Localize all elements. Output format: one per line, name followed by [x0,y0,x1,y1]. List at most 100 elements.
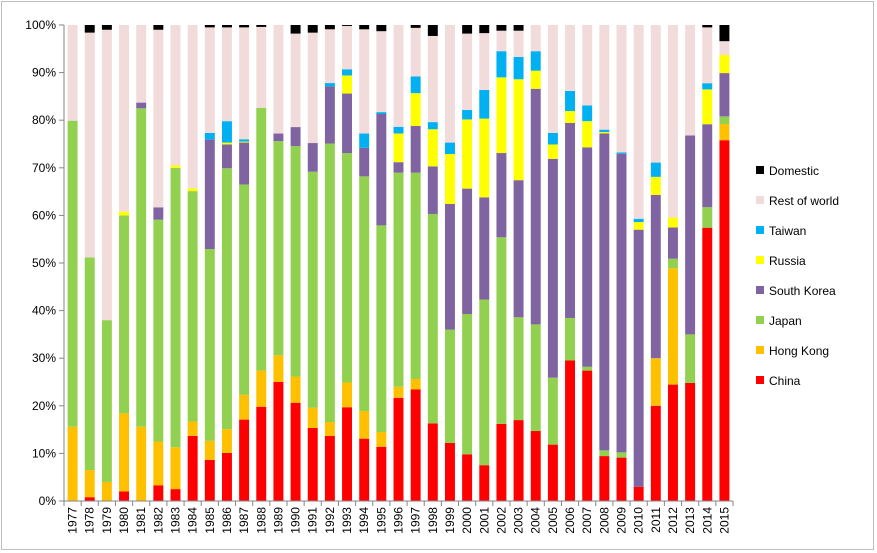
legend-swatch-russia [756,256,764,264]
bar-segment-japan-2005 [547,377,558,445]
bar-segment-china-2004 [530,431,541,501]
bar-segment-hong-kong-1994 [359,411,370,439]
bar-segment-taiwan-2003 [513,56,524,80]
bar-segment-taiwan-2008 [599,129,610,133]
bar-segment-rest-of-world-1994 [359,29,370,134]
bar-segment-taiwan-1998 [427,122,438,130]
x-tick-label-1982: 1982 [151,507,165,534]
bar-segment-china-2011 [650,405,661,501]
bar-segment-rest-of-world-1991 [307,32,318,144]
bar-segment-japan-1989 [273,141,284,356]
bar-segment-japan-1984 [187,191,198,422]
bar-segment-china-1993 [342,407,353,501]
bar-segment-domestic-1988 [256,25,267,27]
bar-segment-rest-of-world-2007 [582,25,593,106]
bar-segment-china-2010 [633,486,644,501]
bar-segment-hong-kong-1986 [221,429,232,453]
bars-group [67,25,730,501]
bar-segment-hong-kong-1983 [170,447,181,490]
bar-segment-domestic-2001 [479,25,490,34]
bar-segment-south-korea-2009 [616,153,627,453]
bar-segment-china-1996 [393,397,404,501]
y-tick-label: 0% [39,494,57,508]
bar-segment-rest-of-world-2009 [616,25,627,153]
bar-segment-china-1982 [153,485,164,501]
bar-segment-south-korea-1989 [273,133,284,142]
bar-segment-russia-2001 [479,118,490,198]
bar-segment-south-korea-2000 [462,188,473,315]
bar-segment-japan-1977 [67,120,78,427]
bar-segment-domestic-2000 [462,25,473,34]
bar-segment-rest-of-world-2012 [667,25,678,218]
legend-swatch-japan [756,316,764,324]
bar-segment-hong-kong-1977 [67,426,78,501]
bar-segment-china-2008 [599,456,610,501]
bar-segment-china-2006 [565,360,576,501]
bar-segment-japan-1992 [324,143,335,422]
bar-segment-rest-of-world-1989 [273,25,284,134]
bar-segment-japan-1981 [136,108,147,427]
bar-segment-taiwan-1992 [324,83,335,87]
bar-segment-south-korea-2015 [719,73,730,117]
bar-segment-china-1992 [324,435,335,501]
x-tick-label-2009: 2009 [615,507,629,534]
bar-segment-south-korea-1986 [221,144,232,169]
bar-segment-rest-of-world-1978 [84,32,95,258]
bar-segment-taiwan-2001 [479,89,490,119]
bar-segment-south-korea-1993 [342,93,353,154]
x-tick-label-1984: 1984 [186,507,200,534]
bar-segment-taiwan-2014 [702,83,713,90]
bar-segment-south-korea-1995 [376,114,387,226]
bar-segment-japan-1986 [221,168,232,430]
bar-segment-hong-kong-1979 [101,481,112,501]
bar-segment-japan-1985 [204,249,215,441]
bar-segment-domestic-2002 [496,25,507,31]
bar-segment-hong-kong-1990 [290,376,301,403]
bar-segment-domestic-2003 [513,25,524,31]
bar-segment-south-korea-2005 [547,158,558,378]
bar-segment-rest-of-world-1993 [342,25,353,70]
bar-segment-rest-of-world-1987 [239,27,250,140]
bar-segment-russia-2005 [547,144,558,159]
bar-segment-rest-of-world-1977 [67,25,78,121]
x-tick-label-2003: 2003 [512,507,526,534]
x-tick-label-1993: 1993 [340,507,354,534]
bar-segment-russia-1997 [410,93,421,127]
bar-segment-china-2000 [462,454,473,501]
bar-segment-rest-of-world-2002 [496,30,507,52]
legend-label-hong-kong: Hong Kong [769,344,829,358]
bar-segment-south-korea-1997 [410,126,421,173]
bar-segment-taiwan-1999 [444,142,455,154]
x-tick-label-2005: 2005 [546,507,560,534]
bar-segment-rest-of-world-2001 [479,33,490,90]
bar-segment-rest-of-world-1999 [444,25,455,143]
bar-segment-domestic-1990 [290,25,301,34]
bar-segment-rest-of-world-2014 [702,27,713,84]
bar-segment-rest-of-world-2013 [685,25,696,136]
bar-segment-japan-1999 [444,329,455,443]
bar-segment-china-2014 [702,227,713,501]
bar-segment-japan-1990 [290,146,301,377]
bar-segment-japan-1994 [359,176,370,412]
y-tick-label: 60% [32,208,56,222]
bar-segment-taiwan-1994 [359,133,370,148]
bar-segment-japan-1991 [307,171,318,408]
bar-segment-russia-1996 [393,133,404,163]
legend-swatch-china [756,376,764,384]
bar-segment-china-1989 [273,382,284,501]
bar-segment-domestic-1991 [307,25,318,33]
bar-segment-japan-2003 [513,317,524,421]
bar-segment-russia-2012 [667,217,678,228]
x-tick-label-2014: 2014 [700,507,714,534]
bar-segment-domestic-1994 [359,25,370,30]
bar-segment-hong-kong-1991 [307,407,318,428]
bar-segment-japan-2015 [719,116,730,125]
bar-segment-china-1984 [187,435,198,501]
bar-segment-domestic-1998 [427,25,438,36]
x-tick-label-2015: 2015 [717,507,731,534]
bar-segment-japan-2000 [462,314,473,455]
bar-segment-taiwan-2000 [462,109,473,120]
bar-segment-russia-1980 [119,211,130,216]
bar-segment-rest-of-world-1996 [393,25,404,127]
